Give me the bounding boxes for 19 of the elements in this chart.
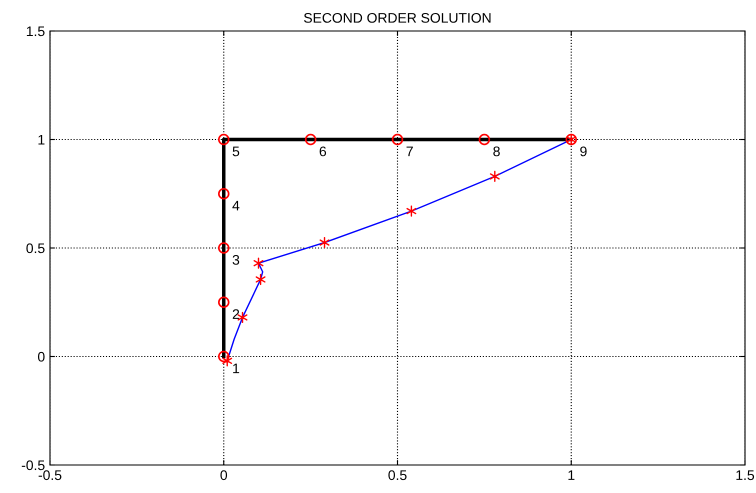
annotation: 8 <box>493 146 500 156</box>
annotation: 6 <box>320 146 326 156</box>
chart-title: SECOND ORDER SOLUTION <box>304 12 491 23</box>
annotation: 3 <box>232 254 240 265</box>
annotation: 2 <box>232 309 240 319</box>
y-tick-label: 0 <box>38 352 45 362</box>
x-tick-label: 0 <box>220 470 228 480</box>
y-tick-label: 1.5 <box>26 26 45 36</box>
annotation: 5 <box>232 146 240 156</box>
annotation: 9 <box>580 146 587 156</box>
annotation: 4 <box>232 200 240 210</box>
annotation: 7 <box>406 146 413 156</box>
x-tick-label: 1.5 <box>736 470 754 480</box>
annotation: 1 <box>233 364 240 374</box>
y-tick-label: 1 <box>38 134 44 145</box>
x-tick-label: 1 <box>568 470 574 480</box>
y-tick-label: 0.5 <box>26 243 45 254</box>
x-tick-label: 0.5 <box>388 470 407 480</box>
y-tick-label: -0.5 <box>22 460 45 470</box>
